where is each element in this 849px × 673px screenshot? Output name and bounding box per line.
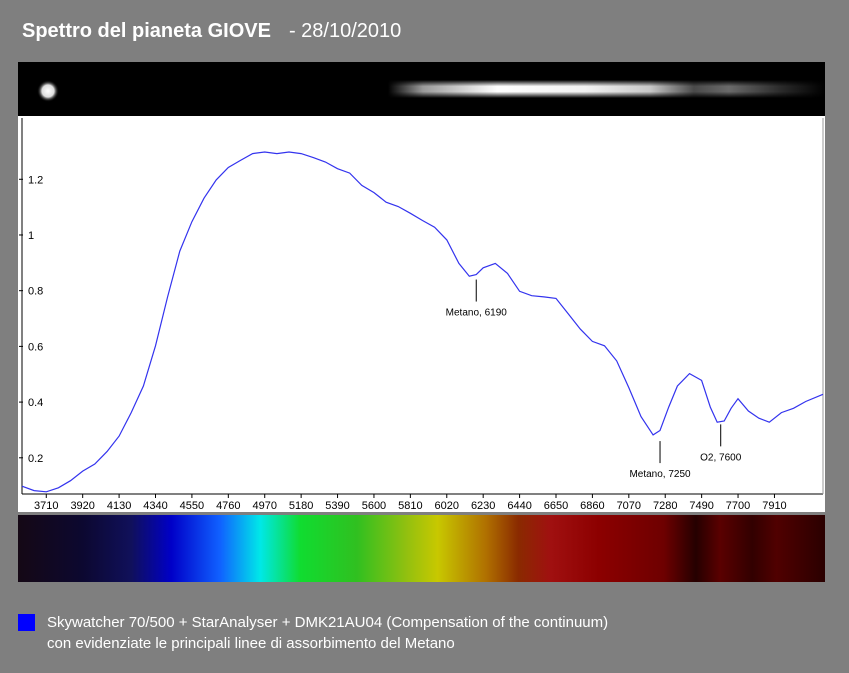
legend-line-1: Skywatcher 70/500 + StarAnalyser + DMK21… bbox=[47, 614, 609, 631]
x-tick-label: 5600 bbox=[362, 500, 386, 512]
spectrum-line bbox=[21, 151, 824, 493]
spectrum-figure: 0.2 0.4 0.6 0.8 1 1.2 3710 3920 4130 4340 4550 476… bbox=[18, 62, 825, 582]
y-tick-label: 0.4 bbox=[28, 397, 43, 409]
x-tick-label: 5810 bbox=[398, 500, 422, 512]
x-tick-label: 4970 bbox=[252, 500, 276, 512]
x-tick-label: 6860 bbox=[580, 500, 604, 512]
x-tick-label: 4550 bbox=[180, 500, 204, 512]
annotation-label: Metano, 6190 bbox=[446, 308, 508, 319]
page-title: Spettro del pianeta GIOVE - 28/10/2010 bbox=[22, 20, 401, 43]
jupiter-zero-order-image bbox=[37, 80, 59, 102]
color-spectrum-strip bbox=[18, 515, 825, 582]
plot-area bbox=[18, 116, 825, 512]
x-tick-label: 3920 bbox=[70, 500, 94, 512]
legend-swatch bbox=[18, 614, 35, 631]
title-date: - 28/10/2010 bbox=[288, 20, 402, 42]
y-tick-label: 1.2 bbox=[28, 174, 43, 186]
legend-line-2: con evidenziate le principali linee di a… bbox=[47, 635, 455, 652]
x-tick-label: 6650 bbox=[544, 500, 568, 512]
annotation-label: Metano, 7250 bbox=[629, 469, 691, 480]
title-text: Spettro del pianeta GIOVE bbox=[22, 20, 271, 42]
x-tick-label: 7070 bbox=[617, 500, 641, 512]
x-axis: 3710 3920 4130 4340 4550 4760 4970 5180 5390 5600… bbox=[34, 494, 787, 512]
x-tick-label: 6230 bbox=[471, 500, 495, 512]
annotation-label: O2, 7600 bbox=[700, 452, 742, 463]
x-tick-label: 6440 bbox=[507, 500, 531, 512]
x-tick-label: 4760 bbox=[216, 500, 240, 512]
x-tick-label: 7490 bbox=[689, 500, 713, 512]
x-tick-label: 7280 bbox=[653, 500, 677, 512]
absorption-annotations: Metano, 6190 Metano, 7250 O2, 7600 bbox=[446, 279, 742, 480]
y-tick-label: 0.2 bbox=[28, 453, 43, 465]
x-tick-label: 7700 bbox=[726, 500, 750, 512]
x-tick-label: 4340 bbox=[143, 500, 167, 512]
x-tick-label: 3710 bbox=[34, 500, 58, 512]
y-tick-label: 0.6 bbox=[28, 341, 43, 353]
x-tick-label: 4130 bbox=[107, 500, 131, 512]
x-tick-label: 7910 bbox=[762, 500, 786, 512]
y-axis: 0.2 0.4 0.6 0.8 1 1.2 bbox=[19, 174, 43, 465]
y-tick-label: 0.8 bbox=[28, 286, 43, 298]
legend: Skywatcher 70/500 + StarAnalyser + DMK21… bbox=[18, 612, 608, 654]
x-tick-label: 5180 bbox=[289, 500, 313, 512]
y-tick-label: 1 bbox=[28, 230, 34, 242]
x-tick-label: 5390 bbox=[325, 500, 349, 512]
x-tick-label: 6020 bbox=[435, 500, 459, 512]
